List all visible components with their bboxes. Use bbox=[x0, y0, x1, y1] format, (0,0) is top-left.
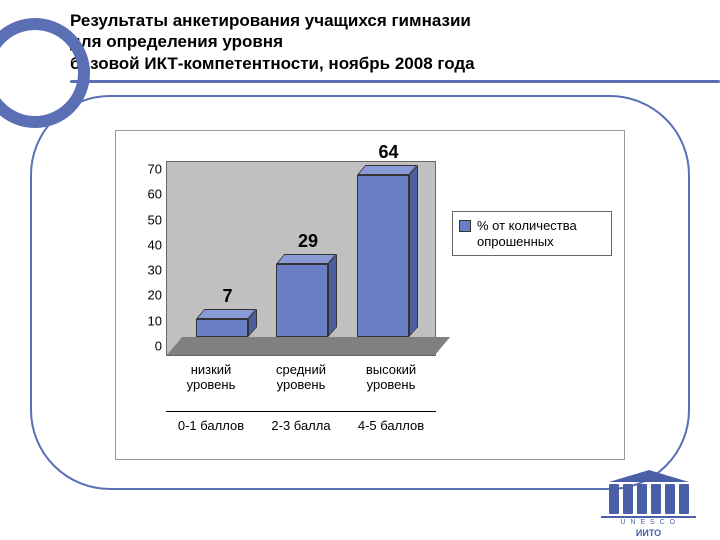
y-axis: 0 10 20 30 40 50 60 70 bbox=[126, 161, 162, 356]
x-axis-labels: низкийуровеньсреднийуровеньвысокийуровен… bbox=[166, 361, 436, 395]
header-rule bbox=[70, 80, 720, 83]
legend: % от количества опрошенных bbox=[452, 211, 612, 256]
title-line-3: базовой ИКТ-компетентности, ноябрь 2008 … bbox=[70, 54, 475, 73]
bar-value-label: 29 bbox=[298, 231, 318, 252]
x-axis-sublabels: 0-1 баллов2-3 балла4-5 баллов bbox=[166, 411, 436, 439]
slide-title: Результаты анкетирования учащихся гимназ… bbox=[70, 10, 706, 74]
x-tick-sublabel: 2-3 балла bbox=[256, 412, 346, 439]
x-tick-label: среднийуровень bbox=[256, 361, 346, 395]
legend-swatch bbox=[459, 220, 471, 232]
y-tick: 40 bbox=[126, 237, 162, 252]
legend-text: % от количества опрошенных bbox=[477, 218, 605, 249]
x-tick-label: низкийуровень bbox=[166, 361, 256, 395]
plot-area: 7 29 64 bbox=[166, 161, 436, 356]
y-tick: 30 bbox=[126, 263, 162, 278]
y-tick: 20 bbox=[126, 288, 162, 303]
survey-chart: 0 10 20 30 40 50 60 70 7 29 64 низкийуровеньсредн… bbox=[115, 130, 625, 460]
bar-value-label: 7 bbox=[222, 286, 232, 307]
bar: 7 bbox=[196, 319, 248, 337]
y-tick: 10 bbox=[126, 313, 162, 328]
y-tick: 0 bbox=[126, 339, 162, 354]
logo-subtext: U N E S C O bbox=[601, 516, 696, 526]
bar-value-label: 64 bbox=[378, 142, 398, 163]
bar: 64 bbox=[357, 175, 409, 337]
y-tick: 70 bbox=[126, 162, 162, 177]
x-tick-label: высокийуровень bbox=[346, 361, 436, 395]
header: Результаты анкетирования учащихся гимназ… bbox=[0, 0, 720, 80]
title-line-2: для определения уровня bbox=[70, 32, 283, 51]
bar: 29 bbox=[276, 264, 328, 337]
y-tick: 60 bbox=[126, 187, 162, 202]
y-tick: 50 bbox=[126, 212, 162, 227]
plot-floor bbox=[167, 337, 450, 355]
title-line-1: Результаты анкетирования учащихся гимназ… bbox=[70, 11, 471, 30]
unesco-logo: U N E S C O ИИТО bbox=[601, 470, 696, 530]
x-tick-sublabel: 4-5 баллов bbox=[346, 412, 436, 439]
x-tick-sublabel: 0-1 баллов bbox=[166, 412, 256, 439]
logo-text: ИИТО bbox=[601, 528, 696, 538]
slide: { "title": { "line1": "Результаты анкети… bbox=[0, 0, 720, 540]
